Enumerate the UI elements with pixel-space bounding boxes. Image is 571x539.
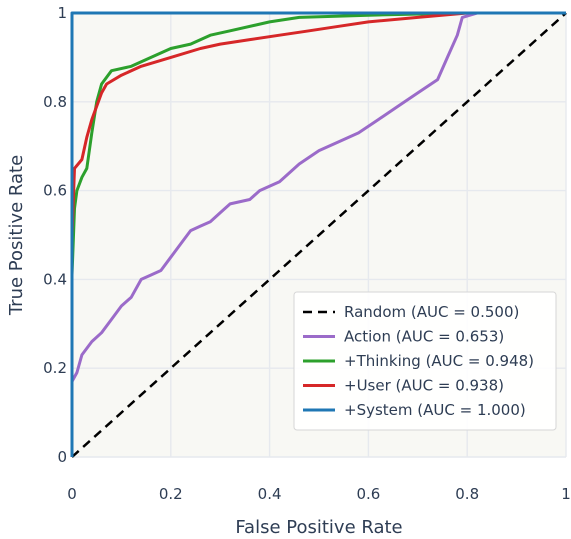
legend-label: Random (AUC = 0.500) [344, 303, 519, 321]
x-tick-label: 0.4 [258, 485, 282, 503]
series-lines [70, 11, 567, 458]
legend-box [293, 291, 557, 431]
y-tick-label: 0.8 [43, 93, 67, 111]
grid [71, 12, 567, 458]
series-line [70, 11, 566, 457]
y-tick-label: 1 [57, 4, 67, 22]
y-tick-label: 0.4 [43, 270, 67, 288]
series-line [70, 11, 566, 457]
x-tick-label: 0.6 [356, 485, 380, 503]
legend: Random (AUC = 0.500) Action (AUC = 0.653)… [293, 291, 557, 431]
y-tick-label: 0.2 [43, 359, 67, 377]
axes: 0 0 0.2 0.2 0.4 0.4 0.6 0.6 0.8 0.8 1 1 [43, 4, 571, 503]
y-axis-label: True Positive Rate [6, 155, 27, 316]
series-line [71, 12, 567, 458]
x-tick-label: 0.8 [455, 485, 479, 503]
series-line [70, 11, 566, 457]
series-line [70, 11, 566, 457]
y-tick-label: 0 [57, 448, 67, 466]
legend-label: Action (AUC = 0.653) [344, 328, 504, 346]
legend-label: +Thinking (AUC = 0.948) [344, 352, 534, 370]
legend-label: +User (AUC = 0.938) [344, 377, 504, 395]
x-tick-label: 1 [561, 485, 571, 503]
legend-label: +System (AUC = 1.000) [344, 401, 526, 419]
x-tick-label: 0 [67, 485, 77, 503]
x-axis-label: False Positive Rate [235, 517, 402, 538]
x-tick-label: 0.2 [159, 485, 183, 503]
y-tick-label: 0.6 [43, 182, 67, 200]
